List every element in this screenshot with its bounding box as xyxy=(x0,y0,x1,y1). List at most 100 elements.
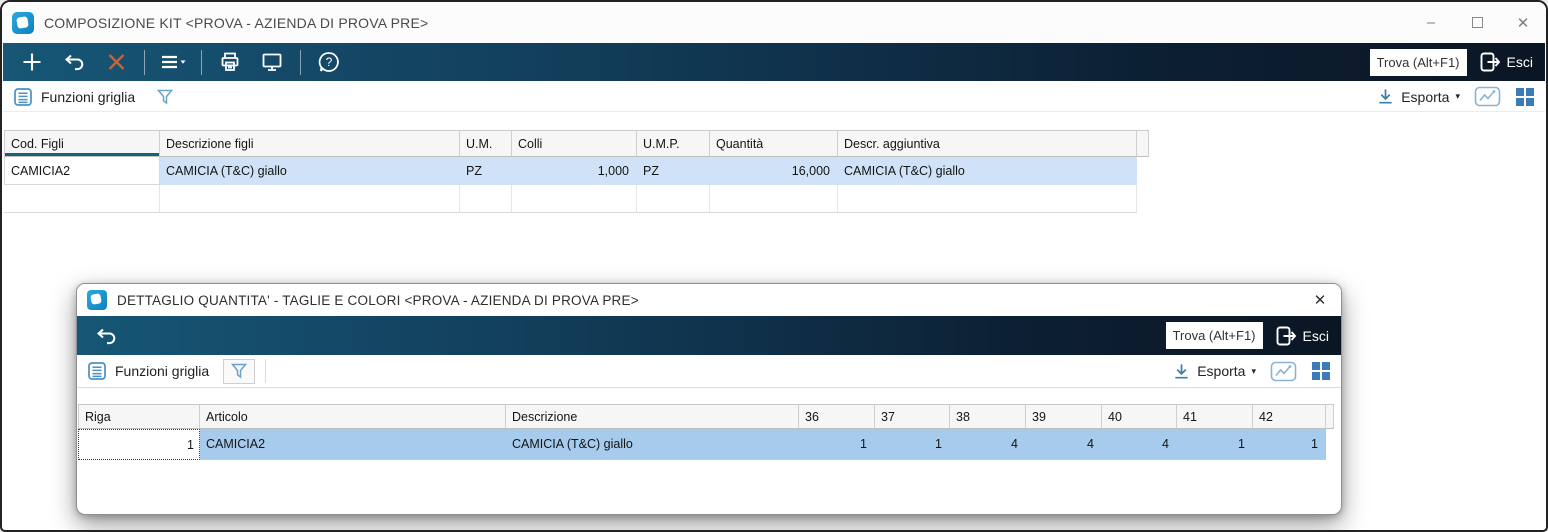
cell-descrizione-figli[interactable]: CAMICIA (T&C) giallo xyxy=(160,157,460,185)
chart-view-button[interactable] xyxy=(1474,85,1501,108)
column-header-quantita[interactable]: Quantità xyxy=(710,130,838,157)
column-header-articolo[interactable]: Articolo xyxy=(200,404,506,429)
table-row[interactable]: 1 CAMICIA2 CAMICIA (T&C) giallo 1 1 4 4 … xyxy=(78,429,1334,460)
column-header-size-41[interactable]: 41 xyxy=(1177,404,1253,429)
main-toolbar: ? Esci xyxy=(3,43,1545,81)
chart-icon xyxy=(1474,86,1501,107)
column-header-size-39[interactable]: 39 xyxy=(1026,404,1102,429)
grid-view-button[interactable] xyxy=(1311,361,1331,381)
column-header-cod-figli[interactable]: Cod. Figli xyxy=(4,130,160,157)
cell-descrizione[interactable]: CAMICIA (T&C) giallo xyxy=(506,429,799,460)
download-icon xyxy=(1175,363,1188,379)
column-header-descrizione[interactable]: Descrizione xyxy=(506,404,799,429)
cell-ump[interactable]: PZ xyxy=(637,157,710,185)
dettaglio-quantita-dialog: DETTAGLIO QUANTITA' - TAGLIE E COLORI <P… xyxy=(76,283,1342,515)
menu-button[interactable] xyxy=(152,47,194,77)
empty-cell-readonly xyxy=(160,185,460,213)
cell-size-42[interactable]: 1 xyxy=(1253,429,1326,460)
empty-new-row[interactable] xyxy=(4,185,1149,213)
menu-dropdown-icon xyxy=(162,55,186,69)
column-header-um[interactable]: U.M. xyxy=(460,130,512,157)
dialog-close-button[interactable]: ✕ xyxy=(1299,284,1341,316)
cell-size-36[interactable]: 1 xyxy=(799,429,875,460)
main-window-title: COMPOSIZIONE KIT <PROVA - AZIENDA DI PRO… xyxy=(44,14,429,31)
column-header-colli[interactable]: Colli xyxy=(512,130,637,157)
grid-header-row: Cod. Figli Descrizione figli U.M. Colli … xyxy=(4,130,1149,157)
funzioni-griglia-button[interactable]: Funzioni griglia xyxy=(115,363,210,379)
main-grid-tools: Esporta ▾ xyxy=(1376,85,1535,108)
dialog-toolbar: Esci xyxy=(77,316,1341,355)
grid-view-button[interactable] xyxy=(1515,87,1535,107)
cell-descr-aggiuntiva[interactable]: CAMICIA (T&C) giallo xyxy=(838,157,1137,185)
grid-header-row: Riga Articolo Descrizione 36 37 38 39 40… xyxy=(78,404,1334,429)
esporta-button[interactable]: Esporta ▾ xyxy=(1172,362,1256,381)
main-toolbar-right: Esci xyxy=(1369,48,1537,76)
chart-view-button[interactable] xyxy=(1270,360,1297,383)
column-header-size-37[interactable]: 37 xyxy=(875,404,950,429)
cell-riga[interactable]: 1 xyxy=(78,429,200,460)
printer-icon xyxy=(221,52,239,71)
column-header-riga[interactable]: Riga xyxy=(78,404,200,429)
column-header-size-36[interactable]: 36 xyxy=(799,404,875,429)
esporta-button[interactable]: Esporta ▾ xyxy=(1376,87,1460,106)
undo-button[interactable] xyxy=(85,321,127,351)
column-header-ump[interactable]: U.M.P. xyxy=(637,130,710,157)
cell-size-37[interactable]: 1 xyxy=(875,429,950,460)
cell-size-39[interactable]: 4 xyxy=(1026,429,1102,460)
empty-cell[interactable] xyxy=(512,185,637,213)
column-header-size-40[interactable]: 40 xyxy=(1102,404,1177,429)
monitor-icon xyxy=(262,53,282,71)
cell-um[interactable]: PZ xyxy=(460,157,512,185)
esci-label: Esci xyxy=(1506,54,1533,70)
undo-icon xyxy=(64,54,83,71)
function-bar-separator xyxy=(265,359,267,383)
filter-icon xyxy=(231,363,248,379)
maximize-button[interactable] xyxy=(1454,2,1500,43)
empty-cell[interactable] xyxy=(460,185,512,213)
column-header-descr-aggiuntiva[interactable]: Descr. aggiuntiva xyxy=(838,130,1137,157)
esci-button[interactable]: Esci xyxy=(1275,325,1329,347)
toolbar-separator xyxy=(144,49,145,75)
grid-functions-icon xyxy=(88,362,106,380)
column-header-descrizione-figli[interactable]: Descrizione figli xyxy=(160,130,460,157)
delete-button[interactable] xyxy=(95,47,137,77)
delete-x-icon xyxy=(108,53,124,70)
cell-quantita[interactable]: 16,000 xyxy=(710,157,838,185)
app-logo-icon xyxy=(87,290,107,310)
close-button[interactable]: ✕ xyxy=(1500,2,1546,43)
funzioni-griglia-button[interactable]: Funzioni griglia xyxy=(41,88,136,105)
dialog-titlebar: DETTAGLIO QUANTITA' - TAGLIE E COLORI <P… xyxy=(77,284,1341,316)
plus-icon xyxy=(23,53,41,71)
empty-cell[interactable] xyxy=(4,185,160,213)
esci-button[interactable]: Esci xyxy=(1479,51,1533,73)
cell-cod-figli[interactable]: CAMICIA2 xyxy=(4,157,160,185)
filter-button[interactable] xyxy=(223,358,256,384)
esporta-label: Esporta xyxy=(1197,363,1246,379)
cell-size-40[interactable]: 4 xyxy=(1102,429,1177,460)
help-button[interactable]: ? xyxy=(308,47,350,77)
trova-search-input[interactable] xyxy=(1369,48,1467,76)
app-logo-icon xyxy=(12,11,34,34)
cell-size-41[interactable]: 1 xyxy=(1177,429,1253,460)
minimize-button[interactable]: – xyxy=(1408,2,1454,43)
cell-colli[interactable]: 1,000 xyxy=(512,157,637,185)
empty-cell[interactable] xyxy=(838,185,1137,213)
kit-composition-grid: Cod. Figli Descrizione figli U.M. Colli … xyxy=(4,130,1149,213)
column-header-size-42[interactable]: 42 xyxy=(1253,404,1326,429)
table-row[interactable]: CAMICIA2 CAMICIA (T&C) giallo PZ 1,000 P… xyxy=(4,157,1149,185)
svg-text:?: ? xyxy=(326,55,333,69)
monitor-button[interactable] xyxy=(251,47,293,77)
help-icon: ? xyxy=(318,52,339,72)
column-header-stub xyxy=(1137,130,1149,157)
main-grid-function-bar: Funzioni griglia Esporta ▾ xyxy=(3,82,1545,112)
column-header-size-38[interactable]: 38 xyxy=(950,404,1026,429)
add-button[interactable] xyxy=(11,47,53,77)
filter-button[interactable] xyxy=(149,84,181,109)
download-icon xyxy=(1379,89,1392,104)
grid-functions-icon xyxy=(14,87,32,106)
undo-button[interactable] xyxy=(53,47,95,77)
cell-articolo[interactable]: CAMICIA2 xyxy=(200,429,506,460)
print-button[interactable] xyxy=(209,47,251,77)
cell-size-38[interactable]: 4 xyxy=(950,429,1026,460)
trova-search-input[interactable] xyxy=(1165,322,1263,349)
